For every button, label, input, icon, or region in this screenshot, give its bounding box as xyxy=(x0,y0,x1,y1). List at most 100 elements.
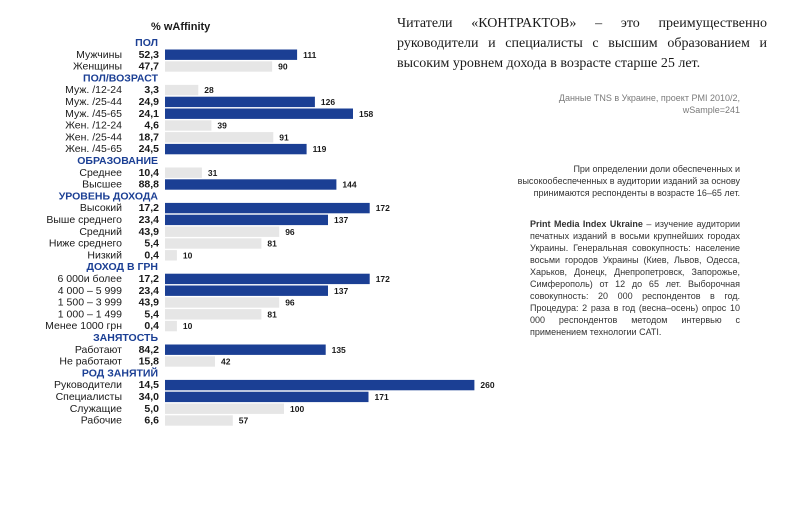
affinity-value: 100 xyxy=(290,404,304,414)
row-percent: 23,4 xyxy=(139,285,160,297)
affinity-value: 10 xyxy=(183,321,193,331)
affinity-bar xyxy=(165,143,307,155)
row-label: Руководители xyxy=(54,379,122,391)
row-percent: 14,5 xyxy=(139,379,160,391)
affinity-value: 10 xyxy=(183,250,193,260)
row-percent: 17,2 xyxy=(139,273,160,285)
affinity-value: 137 xyxy=(334,215,348,225)
affinity-value: 126 xyxy=(321,97,335,107)
affinity-value: 31 xyxy=(208,168,218,178)
row-percent: 18,7 xyxy=(139,131,160,143)
row-percent: 15,8 xyxy=(139,356,160,368)
row-label: 1 000 – 1 499 xyxy=(58,308,122,320)
affinity-bar xyxy=(165,297,280,308)
row-label: Среднее xyxy=(79,167,122,179)
row-label: Служащие xyxy=(70,403,122,415)
row-label: Рабочие xyxy=(81,415,122,427)
row-percent: 17,2 xyxy=(139,202,160,214)
source-line-2: wSample=241 xyxy=(682,105,740,115)
row-percent: 10,4 xyxy=(139,167,160,179)
row-percent: 5,4 xyxy=(144,238,159,250)
section-title: ЗАНЯТОСТЬ xyxy=(93,332,158,344)
row-label: Специалисты xyxy=(56,391,122,403)
affinity-bar xyxy=(165,49,298,60)
row-percent: 43,9 xyxy=(139,226,160,238)
metric-header: % wAffinity xyxy=(151,21,211,33)
row-percent: 6,6 xyxy=(144,415,159,427)
affinity-value: 90 xyxy=(278,62,288,72)
affinity-value: 172 xyxy=(376,203,390,213)
row-label: Муж. /45-65 xyxy=(65,108,122,120)
affinity-bar xyxy=(165,167,202,178)
affinity-value: 171 xyxy=(375,392,389,402)
row-percent: 4,6 xyxy=(144,120,159,132)
row-percent: 24,5 xyxy=(139,143,160,155)
row-label: Низкий xyxy=(87,249,122,261)
section-title: РОД ЗАНЯТИЙ xyxy=(82,366,158,379)
row-label: 1 500 – 3 999 xyxy=(58,297,122,309)
affinity-value: 81 xyxy=(267,309,277,319)
affinity-bar xyxy=(165,320,177,332)
affinity-bar xyxy=(165,84,199,96)
affinity-bar xyxy=(165,379,475,391)
row-label: Высокий xyxy=(80,202,122,214)
affinity-bar xyxy=(165,120,212,131)
row-label: 6 000и более xyxy=(58,273,123,285)
row-percent: 23,4 xyxy=(139,214,160,226)
affinity-value: 172 xyxy=(376,274,390,284)
affinity-bar xyxy=(165,202,370,214)
affinity-bar xyxy=(165,309,262,320)
row-label: Высшее xyxy=(82,179,122,191)
affinity-bar xyxy=(165,415,233,426)
affinity-bar xyxy=(165,285,328,296)
affinity-value: 81 xyxy=(267,239,277,249)
row-label: Выше среднего xyxy=(46,214,122,226)
affinity-bar xyxy=(165,391,369,403)
row-label: Мужчины xyxy=(76,49,122,61)
row-percent: 43,9 xyxy=(139,297,160,309)
row-label: Не работают xyxy=(59,356,122,368)
affinity-value: 96 xyxy=(285,227,295,237)
affinity-bar xyxy=(165,238,262,249)
section-title: ПОЛ xyxy=(135,37,158,49)
row-label: Средний xyxy=(79,226,122,238)
source-line-1: Данные TNS в Украине, проект PMI 2010/2, xyxy=(558,93,740,103)
row-percent: 88,8 xyxy=(139,179,160,191)
row-percent: 84,2 xyxy=(139,344,160,356)
section-title: ДОХОД В ГРН xyxy=(87,261,158,273)
row-label: Муж. /12-24 xyxy=(65,84,122,96)
row-percent: 3,3 xyxy=(144,84,159,96)
affinity-value: 144 xyxy=(342,180,356,190)
pmi-description-note: Print Media Index Ukraine – изучение ауд… xyxy=(530,218,740,338)
row-percent: 24,1 xyxy=(139,108,160,120)
income-definition-note: При определении доли обеспеченных и высо… xyxy=(517,164,740,198)
affinity-bar xyxy=(165,356,215,367)
affinity-value: 111 xyxy=(303,50,317,60)
affinity-bar xyxy=(165,403,284,414)
affinity-value: 135 xyxy=(332,345,346,355)
affinity-value: 91 xyxy=(279,132,289,142)
row-label: Жен. /12-24 xyxy=(65,120,122,132)
row-percent: 5,0 xyxy=(144,403,159,415)
section-title: УРОВЕНЬ ДОХОДА xyxy=(59,190,159,202)
affinity-bar xyxy=(165,179,337,190)
row-label: Женщины xyxy=(73,61,122,73)
row-label: 4 000 – 5 999 xyxy=(58,285,122,297)
row-label: Муж. /25-44 xyxy=(65,96,122,108)
row-percent: 0,4 xyxy=(144,249,159,261)
row-percent: 24,9 xyxy=(139,96,160,108)
affinity-bar xyxy=(165,61,273,72)
affinity-bar xyxy=(165,344,326,355)
affinity-bar xyxy=(165,214,328,226)
affinity-value: 42 xyxy=(221,357,231,367)
pmi-text: – изучение аудитории печатных изданий в … xyxy=(530,219,741,337)
affinity-value: 119 xyxy=(313,144,327,154)
headline: Читатели «КОНТРАКТОВ» – это преимуществе… xyxy=(397,16,767,71)
affinity-bar xyxy=(165,108,353,119)
affinity-bar xyxy=(165,250,177,261)
affinity-value: 57 xyxy=(239,416,249,426)
affinity-value: 39 xyxy=(217,121,227,131)
source-note: Данные TNS в Украине, проект PMI 2010/2,… xyxy=(500,92,740,116)
affinity-value: 28 xyxy=(204,85,214,95)
row-label: Жен. /25-44 xyxy=(65,131,122,143)
